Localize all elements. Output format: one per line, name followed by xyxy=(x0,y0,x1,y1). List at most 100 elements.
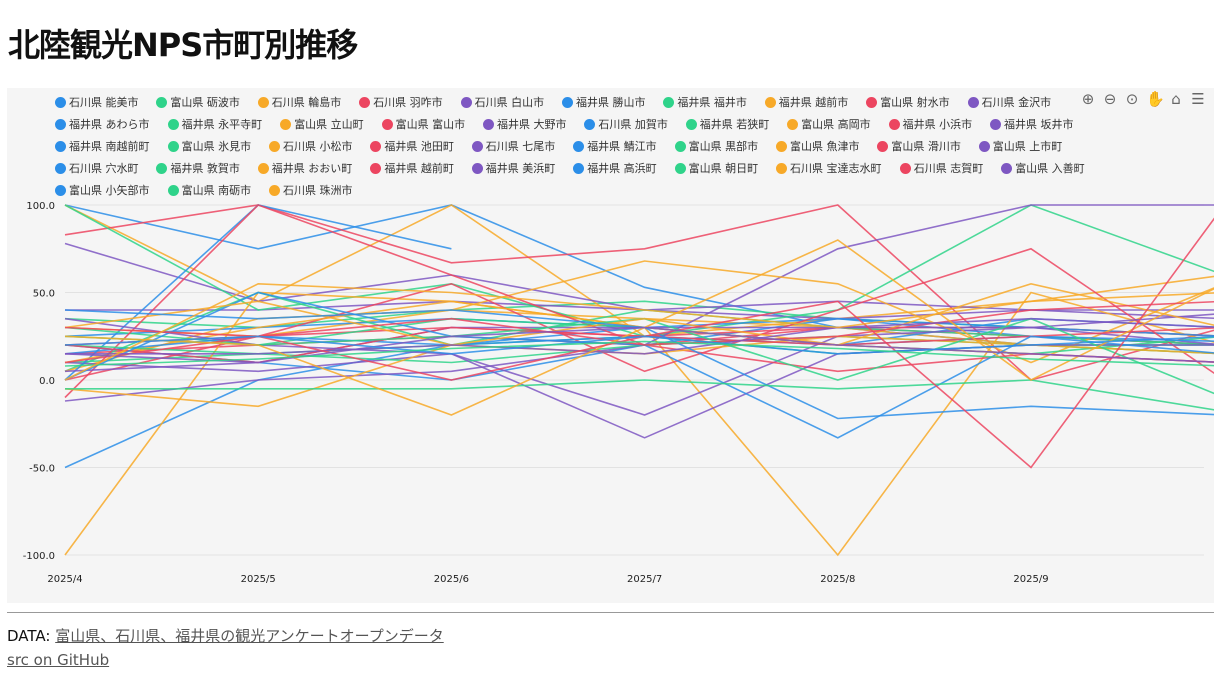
legend-item[interactable]: 福井県 坂井市 xyxy=(990,116,1074,132)
legend-label: 石川県 加賀市 xyxy=(598,118,668,131)
series-line[interactable] xyxy=(65,317,1214,355)
github-link[interactable]: src on GitHub xyxy=(7,651,110,669)
legend-item[interactable]: 福井県 あわら市 xyxy=(55,116,150,132)
data-label: DATA: xyxy=(7,627,56,645)
legend-label: 福井県 越前市 xyxy=(778,96,849,109)
series-line[interactable] xyxy=(64,291,1214,439)
legend-item[interactable]: 石川県 白山市 xyxy=(460,94,544,110)
legend-item[interactable]: 富山県 上市町 xyxy=(978,138,1062,154)
zoom-reset-icon[interactable]: ⊙ xyxy=(1125,90,1139,108)
legend-item[interactable]: 石川県 穴水町 xyxy=(55,160,139,176)
legend-marker-icon xyxy=(370,162,382,174)
legend-label: 福井県 南越前町 xyxy=(69,140,150,153)
legend-label: 石川県 金沢市 xyxy=(981,96,1052,109)
legend-marker-icon xyxy=(776,140,787,152)
legend-item[interactable]: 富山県 氷見市 xyxy=(167,138,251,154)
series-line[interactable] xyxy=(64,335,1214,408)
legend-marker-icon xyxy=(280,118,292,130)
legend-marker-icon xyxy=(787,118,799,130)
legend-item[interactable]: 福井県 おおい町 xyxy=(257,160,353,176)
legend-item[interactable]: 福井県 越前町 xyxy=(370,160,454,176)
legend-item[interactable]: 福井県 高浜町 xyxy=(573,160,657,176)
legend-item[interactable]: 福井県 鯖江市 xyxy=(573,138,657,154)
zoom-out-icon[interactable]: ⊖ xyxy=(1103,90,1117,108)
legend-marker-icon xyxy=(877,140,889,152)
legend-item[interactable]: 石川県 輪島市 xyxy=(257,94,342,110)
legend-marker-icon xyxy=(674,140,686,152)
legend-item[interactable]: 石川県 志賀町 xyxy=(899,160,983,176)
legend-item[interactable]: 福井県 越前市 xyxy=(764,94,849,110)
legend-item[interactable]: 富山県 立山町 xyxy=(280,116,364,132)
legend-label: 福井県 敦賀市 xyxy=(170,162,240,175)
legend-label: 富山県 滑川市 xyxy=(891,140,961,153)
series-line[interactable] xyxy=(64,326,1214,364)
legend-marker-icon xyxy=(269,140,280,152)
pan-icon[interactable]: ✋ xyxy=(1146,90,1165,108)
legend-item[interactable]: 石川県 羽咋市 xyxy=(359,94,443,110)
x-tick-label: 2025/9 xyxy=(1013,574,1048,585)
legend-marker-icon xyxy=(370,140,382,152)
legend-label: 富山県 立山町 xyxy=(294,118,364,131)
legend-marker-icon xyxy=(55,140,66,152)
legend-item[interactable]: 富山県 南砺市 xyxy=(167,182,252,198)
legend-item[interactable]: 石川県 加賀市 xyxy=(584,116,668,132)
legend-item[interactable]: 石川県 金沢市 xyxy=(967,94,1052,110)
legend-label: 福井県 美浜町 xyxy=(485,162,556,175)
zoom-in-icon[interactable]: ⊕ xyxy=(1081,90,1095,108)
legend-label: 福井県 おおい町 xyxy=(271,162,353,175)
menu-icon[interactable]: ☰ xyxy=(1191,90,1205,108)
legend-label: 福井県 大野市 xyxy=(497,118,567,131)
legend-item[interactable]: 富山県 入善町 xyxy=(1001,160,1085,176)
legend-label: 石川県 羽咋市 xyxy=(373,96,443,109)
legend-item[interactable]: 富山県 朝日町 xyxy=(674,160,758,176)
legend-marker-icon xyxy=(381,118,393,130)
series-line[interactable] xyxy=(64,335,1214,355)
legend-item[interactable]: 石川県 能美市 xyxy=(55,94,139,110)
legend-label: 石川県 輪島市 xyxy=(271,96,342,109)
series-line[interactable] xyxy=(64,242,1214,320)
legend-item[interactable]: 福井県 南越前町 xyxy=(55,138,150,154)
legend-item[interactable]: 石川県 小松市 xyxy=(269,138,353,154)
legend-item[interactable]: 富山県 黒部市 xyxy=(674,138,758,154)
series-line[interactable] xyxy=(64,282,1214,346)
legend-item[interactable]: 石川県 宝達志水町 xyxy=(776,160,882,176)
home-icon[interactable]: ⌂ xyxy=(1171,90,1181,108)
legend-item[interactable]: 富山県 高岡市 xyxy=(787,116,871,132)
legend-label: 富山県 南砺市 xyxy=(181,184,252,197)
legend-marker-icon xyxy=(866,96,878,108)
legend-item[interactable]: 福井県 勝山市 xyxy=(562,94,646,110)
data-source-link[interactable]: 富山県、石川県、福井県の観光アンケートオープンデータ xyxy=(55,627,444,645)
legend-item[interactable]: 石川県 七尾市 xyxy=(471,138,555,154)
legend-marker-icon xyxy=(674,162,686,174)
legend-marker-icon xyxy=(156,162,168,174)
legend-item[interactable]: 福井県 永平寺町 xyxy=(167,116,262,132)
legend-label: 富山県 砺波市 xyxy=(170,96,240,109)
series-line[interactable] xyxy=(64,282,1214,381)
series-line[interactable] xyxy=(64,204,1214,402)
series-line[interactable] xyxy=(64,340,1214,367)
legend-item[interactable]: 福井県 大野市 xyxy=(483,116,567,132)
legend-item[interactable]: 石川県 珠洲市 xyxy=(269,182,353,198)
legend-marker-icon xyxy=(460,96,472,108)
legend-item[interactable]: 福井県 小浜市 xyxy=(888,116,972,132)
legend-item[interactable]: 富山県 富山市 xyxy=(381,116,465,132)
legend-item[interactable]: 福井県 敦賀市 xyxy=(156,160,240,176)
legend-item[interactable]: 富山県 滑川市 xyxy=(877,138,961,154)
legend-item[interactable]: 富山県 砺波市 xyxy=(156,94,240,110)
legend-marker-icon xyxy=(167,184,179,196)
legend-marker-icon xyxy=(764,96,776,108)
legend-item[interactable]: 富山県 魚津市 xyxy=(776,138,860,154)
legend-marker-icon xyxy=(978,140,990,152)
x-tick-label: 2025/7 xyxy=(627,574,662,585)
legend-item[interactable]: 福井県 若狭町 xyxy=(685,116,769,132)
legend-label: 富山県 射水市 xyxy=(880,96,950,109)
legend-item[interactable]: 富山県 小矢部市 xyxy=(55,182,150,198)
legend-label: 富山県 入善町 xyxy=(1015,162,1085,175)
y-tick-label: -100.0 xyxy=(23,551,55,562)
legend-item[interactable]: 富山県 射水市 xyxy=(866,94,950,110)
legend-item[interactable]: 福井県 福井市 xyxy=(663,94,747,110)
legend-label: 福井県 池田町 xyxy=(384,140,454,153)
legend-item[interactable]: 福井県 美浜町 xyxy=(471,160,556,176)
legend-item[interactable]: 福井県 池田町 xyxy=(370,138,454,154)
legend-marker-icon xyxy=(55,118,66,130)
